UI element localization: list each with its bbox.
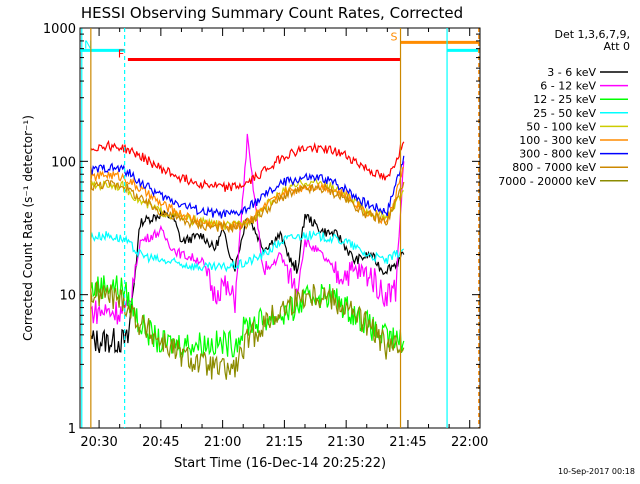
- series-line-12-25-kev: [90, 275, 405, 359]
- plot-frame: [79, 27, 481, 429]
- series-line-50-100-kev: [90, 178, 404, 230]
- axes-layer: 20:30 20:45 21:00 21:15 21:30 21:45 22:00 1 10 10…: [43, 22, 489, 450]
- flag-label-f: F: [118, 48, 124, 61]
- flag-label-s: S: [391, 30, 398, 43]
- x-tick-label: 21:45: [389, 435, 426, 450]
- legend-label: 100 - 300 keV: [519, 134, 596, 147]
- legend-header-line-1: Det 1,3,6,7,9,: [554, 28, 630, 41]
- series-line-300-800-kev: [90, 155, 405, 219]
- x-tick-label: 22:00: [451, 435, 488, 450]
- y-tick-label: 10: [59, 289, 76, 304]
- x-axis-label: Start Time (16-Dec-14 20:25:22): [174, 456, 386, 471]
- series-line-unlabeled: [90, 139, 405, 192]
- chart-title: HESSI Observing Summary Count Rates, Cor…: [81, 4, 463, 22]
- series-layer: [90, 133, 405, 380]
- x-tick-label: 21:00: [204, 435, 241, 450]
- flags-layer: N F S: [80, 30, 479, 62]
- y-tick-label: 1000: [43, 22, 76, 37]
- y-tick-label: 100: [51, 155, 76, 170]
- legend-label: 6 - 12 keV: [540, 80, 596, 93]
- legend-header-line-2: Att 0: [604, 40, 630, 53]
- series-line-25-50-kev: [90, 230, 405, 273]
- x-tick-label: 21:30: [327, 435, 364, 450]
- legend-label: 25 - 50 keV: [533, 107, 596, 120]
- legend-label: 12 - 25 keV: [533, 93, 596, 106]
- vertical-lines-layer: [81, 28, 480, 428]
- legend-label: 300 - 800 keV: [519, 148, 596, 161]
- legend-label: 3 - 6 keV: [547, 66, 596, 79]
- legend-label: 800 - 7000 keV: [512, 161, 596, 174]
- x-tick-label: 20:30: [80, 435, 117, 450]
- series-line-7000-20000-kev: [90, 281, 405, 380]
- flag-label-n: N: [84, 38, 92, 51]
- x-tick-label: 20:45: [142, 435, 179, 450]
- legend-label: 50 - 100 keV: [526, 120, 596, 133]
- y-tick-label: 1: [68, 422, 76, 437]
- series-line-800-7000-kev: [90, 179, 405, 234]
- footer-timestamp: 10-Sep-2017 00:18: [558, 467, 635, 476]
- series-line-6-12-kev: [90, 133, 405, 325]
- legend-label: 7000 - 20000 keV: [498, 175, 596, 188]
- y-axis-label: Corrected Count Rate (s⁻¹ detector⁻¹): [21, 115, 35, 341]
- x-tick-label: 21:15: [266, 435, 303, 450]
